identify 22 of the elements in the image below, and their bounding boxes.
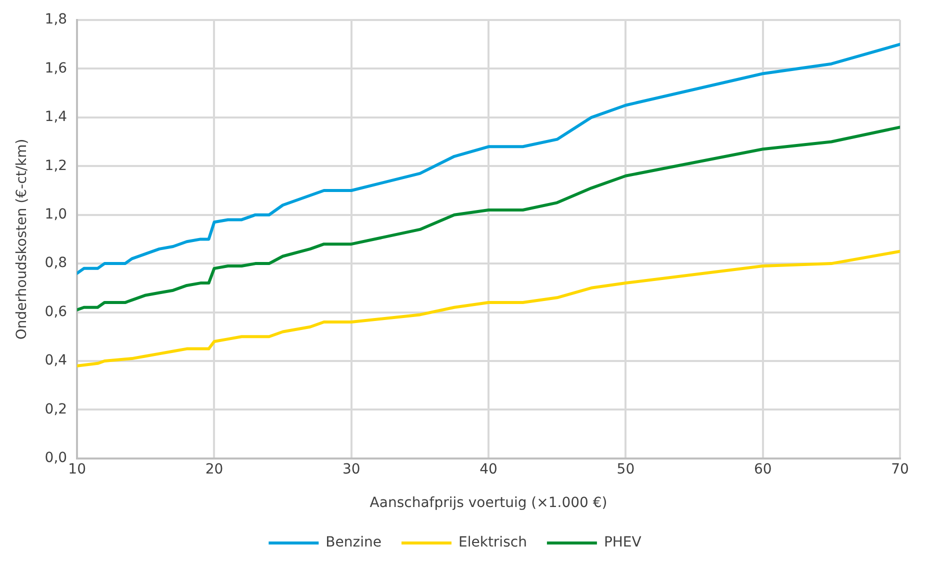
x-tick-label: 70 [891, 461, 909, 478]
legend-label: Benzine [326, 534, 382, 551]
x-tick-label: 10 [68, 461, 86, 478]
legend-label: Elektrisch [458, 534, 527, 551]
x-tick-label: 60 [754, 461, 772, 478]
y-tick-label: 0,8 [44, 255, 68, 272]
y-tick-label: 0,4 [44, 352, 68, 369]
x-axis-title: Aanschafprijs voertuig (×1.000 €) [370, 495, 608, 512]
y-tick-label: 1,6 [44, 60, 68, 76]
x-tick-label: 40 [480, 461, 498, 478]
y-tick-label: 0,0 [44, 450, 68, 466]
y-tick-label: 0,2 [44, 401, 68, 418]
y-axis-title: Onderhoudskosten (€-ct/km) [14, 138, 30, 340]
y-tick-label: 1,2 [44, 158, 68, 174]
y-tick-label: 1,8 [44, 12, 68, 28]
x-tick-label: 30 [342, 461, 360, 478]
x-tick-label: 50 [616, 461, 635, 478]
legend-label: PHEV [604, 534, 642, 551]
y-tick-label: 1,4 [44, 109, 68, 126]
y-tick-label: 0,6 [44, 304, 68, 320]
y-tick-label: 1,0 [44, 206, 68, 222]
x-tick-label: 20 [205, 461, 224, 478]
